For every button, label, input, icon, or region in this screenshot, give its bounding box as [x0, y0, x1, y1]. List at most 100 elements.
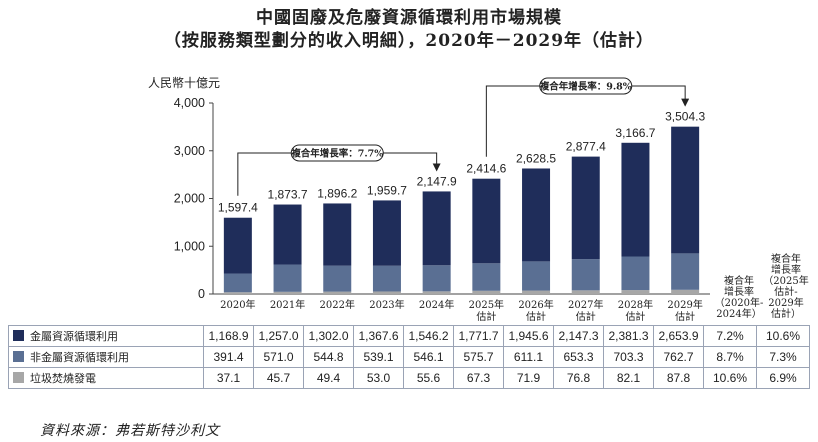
table-cell: 571.0 — [253, 346, 304, 368]
bar-segment-waste — [372, 291, 401, 294]
table-cell: 703.3 — [603, 346, 654, 368]
cagr-2025-2029-cell: 7.3% — [756, 346, 810, 368]
series-name: 垃圾焚燒發電 — [30, 372, 96, 385]
bar-segment-waste — [323, 291, 352, 294]
bar-segment-nonmetal — [621, 256, 650, 291]
data-table: 金屬資源循環利用 1,168.9 1,257.0 1,302.0 1,367.6 1,54… — [8, 325, 810, 389]
y-tick-label: 4,000 — [174, 96, 205, 110]
bar-segment-nonmetal — [472, 263, 501, 291]
table-cell: 2,147.3 — [553, 325, 604, 347]
y-tick-label: 1,000 — [174, 239, 205, 253]
table-cell: 49.4 — [303, 367, 354, 389]
bar-segment-metal — [323, 203, 352, 266]
series-name: 金屬資源循環利用 — [30, 330, 118, 343]
cagr-2025-2029-cell: 6.9% — [756, 367, 810, 389]
bar-segment-metal — [472, 178, 501, 264]
table-cell: 539.1 — [353, 346, 404, 368]
bar-segment-waste — [522, 290, 551, 294]
cagr-2025-2029-header: 估計） — [771, 307, 801, 320]
cagr-2025-2029-cell: 10.6% — [756, 325, 810, 347]
table-cell: 1,168.9 — [203, 325, 254, 347]
table-cell: 1,257.0 — [253, 325, 304, 347]
bar-segment-metal — [621, 142, 650, 257]
table-cell: 653.3 — [553, 346, 604, 368]
cagr-label: 複合年增長率：7.7% — [290, 148, 383, 160]
bar-segment-nonmetal — [671, 253, 700, 290]
bar-segment-metal — [223, 217, 252, 274]
table-cell: 45.7 — [253, 367, 304, 389]
bar-segment-waste — [422, 291, 451, 294]
bar-segment-nonmetal — [522, 261, 551, 291]
bar-segment-waste — [671, 289, 700, 294]
series-name-cell: 金屬資源循環利用 — [8, 325, 204, 347]
bar-total-label: 2,877.4 — [566, 140, 606, 154]
cagr-label: 複合年增長率：9.8% — [539, 81, 632, 93]
bar-total-label: 2,628.5 — [516, 151, 556, 165]
cagr-2020-2024-header: 複合年 — [724, 274, 754, 287]
table-row: 金屬資源循環利用 1,168.9 1,257.0 1,302.0 1,367.6 1,54… — [8, 325, 810, 347]
cagr-2020-2024-header: 增長率 — [724, 285, 754, 298]
cagr-2025-2029-header: 複合年 — [771, 252, 801, 265]
bar-segment-metal — [372, 200, 401, 266]
bar-total-label: 2,414.6 — [466, 162, 506, 176]
bar-total-label: 1,597.4 — [218, 201, 258, 215]
chart-title-line-1: 中國固廢及危廢資源循環利用市場規模 — [256, 8, 562, 28]
cagr-2025-2029-header: 估計- — [774, 285, 797, 298]
bar-segment-nonmetal — [571, 259, 600, 291]
table-cell: 575.7 — [453, 346, 504, 368]
cagr-2020-2024-cell: 10.6% — [703, 367, 757, 389]
bar-total-label: 1,896.2 — [317, 186, 357, 200]
table-cell: 1,546.2 — [403, 325, 454, 347]
bar-segment-waste — [621, 290, 650, 294]
table-cell: 67.3 — [453, 367, 504, 389]
cagr-2020-2024-header: 2024年） — [716, 307, 761, 320]
x-tick-label: 估計 — [625, 310, 645, 323]
table-cell: 37.1 — [203, 367, 254, 389]
bar-segment-waste — [472, 290, 501, 294]
bar-total-label: 3,166.7 — [615, 126, 655, 140]
x-tick-label: 2024年 — [419, 298, 454, 311]
y-tick-label: 0 — [198, 287, 205, 301]
x-tick-label: 估計 — [526, 310, 546, 323]
x-tick-label: 估計 — [576, 310, 596, 323]
bar-segment-metal — [571, 156, 600, 260]
cagr-label-box — [539, 77, 633, 95]
table-cell: 762.7 — [653, 346, 704, 368]
table-row: 垃圾焚燒發電 37.1 45.7 49.4 53.0 55.6 67.3 71.9 76.8 82… — [8, 367, 810, 389]
bar-total-label: 1,959.7 — [367, 183, 407, 197]
cagr-2025-2029-header: 2029年 — [768, 296, 803, 309]
table-cell: 71.9 — [503, 367, 554, 389]
bar-segment-nonmetal — [372, 265, 401, 292]
x-tick-label: 2029年 — [667, 298, 702, 311]
table-cell: 82.1 — [603, 367, 654, 389]
cagr-2020-2024-cell: 7.2% — [703, 325, 757, 347]
x-tick-label: 估計 — [476, 310, 496, 323]
bar-segment-metal — [671, 126, 700, 254]
legend-swatch — [13, 351, 24, 362]
x-tick-label: 2026年 — [518, 298, 553, 311]
x-tick-label: 2027年 — [568, 298, 603, 311]
table-cell: 2,653.9 — [653, 325, 704, 347]
x-tick-label: 2028年 — [618, 298, 653, 311]
table-cell: 1,771.7 — [453, 325, 504, 347]
series-name-cell: 非金屬資源循環利用 — [8, 346, 204, 368]
bar-segment-metal — [522, 168, 551, 262]
bar-total-label: 1,873.7 — [268, 188, 308, 202]
table-cell: 546.1 — [403, 346, 454, 368]
table-cell: 544.8 — [303, 346, 354, 368]
x-tick-label: 2025年 — [469, 298, 504, 311]
x-tick-label: 2023年 — [369, 298, 404, 311]
bar-segment-metal — [273, 204, 302, 265]
chart-title-line-2: （按服務類型劃分的收入明細），2020年－2029年（估計） — [163, 31, 655, 51]
y-axis-unit-label: 人民幣十億元 — [148, 76, 221, 90]
cagr-2020-2024-cell: 8.7% — [703, 346, 757, 368]
x-tick-label: 2021年 — [270, 298, 305, 311]
bar-segment-nonmetal — [323, 265, 352, 292]
bar-segment-waste — [223, 292, 252, 294]
y-tick-label: 2,000 — [174, 192, 205, 206]
cagr-2020-2024-header: （2020年- — [715, 296, 764, 309]
bar-segment-metal — [422, 191, 451, 266]
table-cell: 76.8 — [553, 367, 604, 389]
source-note: 資料來源：弗若斯特沙利文 — [40, 423, 220, 439]
cagr-2025-2029-header: （2025年 — [763, 274, 808, 287]
